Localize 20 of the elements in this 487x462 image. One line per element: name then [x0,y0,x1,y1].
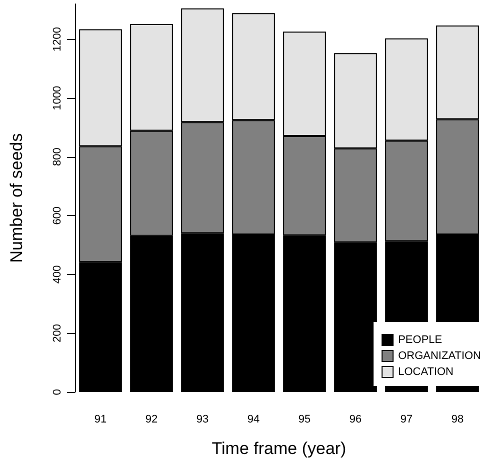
y-tick-label: 0 [52,388,64,396]
x-tick-label: 92 [145,414,158,426]
legend-label: ORGANIZATION [398,350,482,362]
x-axis-title: Time frame (year) [212,439,346,458]
x-tick-label: 97 [400,414,413,426]
x-tick-label: 98 [451,414,464,426]
x-tick-label: 94 [247,414,260,426]
legend-label: LOCATION [398,366,454,378]
y-tick-label: 1200 [52,27,64,52]
y-tick-label: 400 [52,265,64,284]
x-tick-label: 95 [298,414,311,426]
y-tick-label: 200 [52,324,64,342]
legend-label: PEOPLE [398,334,442,346]
x-tick-label: 91 [94,414,107,426]
y-tick-label: 1000 [52,86,64,110]
y-tick-label: 600 [52,206,64,225]
y-axis-title: Number of seeds [7,133,26,263]
y-tick-label: 800 [52,148,64,166]
x-tick-label: 96 [349,414,362,426]
x-tick-label: 93 [196,414,209,426]
